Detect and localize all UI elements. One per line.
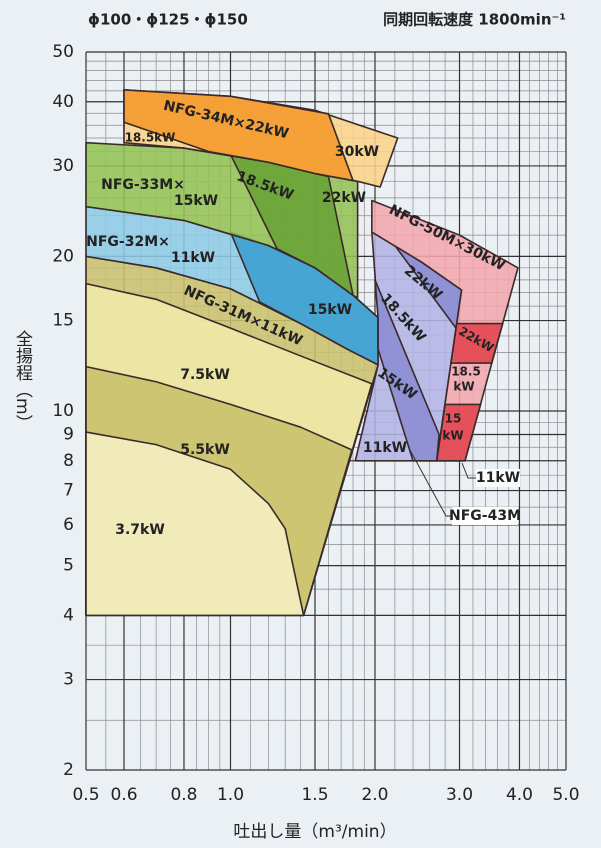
x-tick-label: 0.5 xyxy=(72,785,99,805)
region xyxy=(374,279,440,462)
y-tick-label: 9 xyxy=(63,425,74,445)
y-tick-label: 10 xyxy=(52,401,74,421)
annotation: NFG-33M× xyxy=(101,177,185,193)
chart-title: ϕ100・ϕ125・ϕ150 xyxy=(88,11,248,29)
x-tick-label: 5.0 xyxy=(552,785,579,805)
y-tick-label: 3 xyxy=(63,670,74,690)
annotation: 11kW xyxy=(363,440,407,456)
x-tick-label: 2.0 xyxy=(361,785,388,805)
x-tick-label: 4.0 xyxy=(506,785,533,805)
chart-subtitle: 同期回転速度 1800min⁻¹ xyxy=(383,11,566,29)
x-tick-label: 1.5 xyxy=(301,785,328,805)
x-axis-label: 吐出し量（m³/min） xyxy=(233,822,396,842)
plot-area xyxy=(85,51,567,771)
y-tick-label: 15 xyxy=(52,311,74,331)
label-box xyxy=(476,469,520,487)
y-tick-label: 2 xyxy=(63,760,74,780)
region xyxy=(435,403,482,462)
annotation: 11kW xyxy=(171,250,215,266)
y-tick-label: 30 xyxy=(52,156,74,176)
y-tick-label: 6 xyxy=(63,515,74,535)
annotation: 15 xyxy=(445,412,462,426)
region xyxy=(123,89,354,182)
y-axis-label: 全揚程（m） xyxy=(12,330,33,432)
annotation: 22kW xyxy=(322,190,366,206)
region xyxy=(85,431,305,617)
x-tick-label: 0.8 xyxy=(170,785,197,805)
annotation: 15kW xyxy=(174,193,218,209)
x-tick-label: 0.6 xyxy=(110,785,137,805)
annotation: 7.5kW xyxy=(180,367,230,383)
annotation: 3.7kW xyxy=(115,522,165,538)
x-tick-label: 1.0 xyxy=(217,785,244,805)
annotation: NFG-32M× xyxy=(86,234,170,250)
annotation: 11kW xyxy=(476,470,520,486)
y-tick-label: 20 xyxy=(52,246,74,266)
annotation: kW xyxy=(442,429,463,443)
leader-line xyxy=(461,462,476,479)
annotation: NFG-43M xyxy=(449,508,521,524)
y-tick-label: 40 xyxy=(52,92,74,112)
label-box xyxy=(452,507,518,525)
annotation: kW xyxy=(453,380,474,394)
annotation: 30kW xyxy=(335,144,379,160)
y-tick-label: 8 xyxy=(63,451,74,471)
annotation: 5.5kW xyxy=(180,442,230,458)
leader-line xyxy=(409,449,452,517)
annotation: 18.5kW xyxy=(125,131,176,145)
y-tick-label: 4 xyxy=(63,605,74,625)
region xyxy=(450,322,504,364)
annotation: 18.5 xyxy=(451,365,481,379)
y-tick-label: 50 xyxy=(52,42,74,62)
x-tick-label: 3.0 xyxy=(446,785,473,805)
y-tick-label: 5 xyxy=(63,556,74,576)
annotation: 15kW xyxy=(308,302,352,318)
y-tick-label: 7 xyxy=(63,481,74,501)
